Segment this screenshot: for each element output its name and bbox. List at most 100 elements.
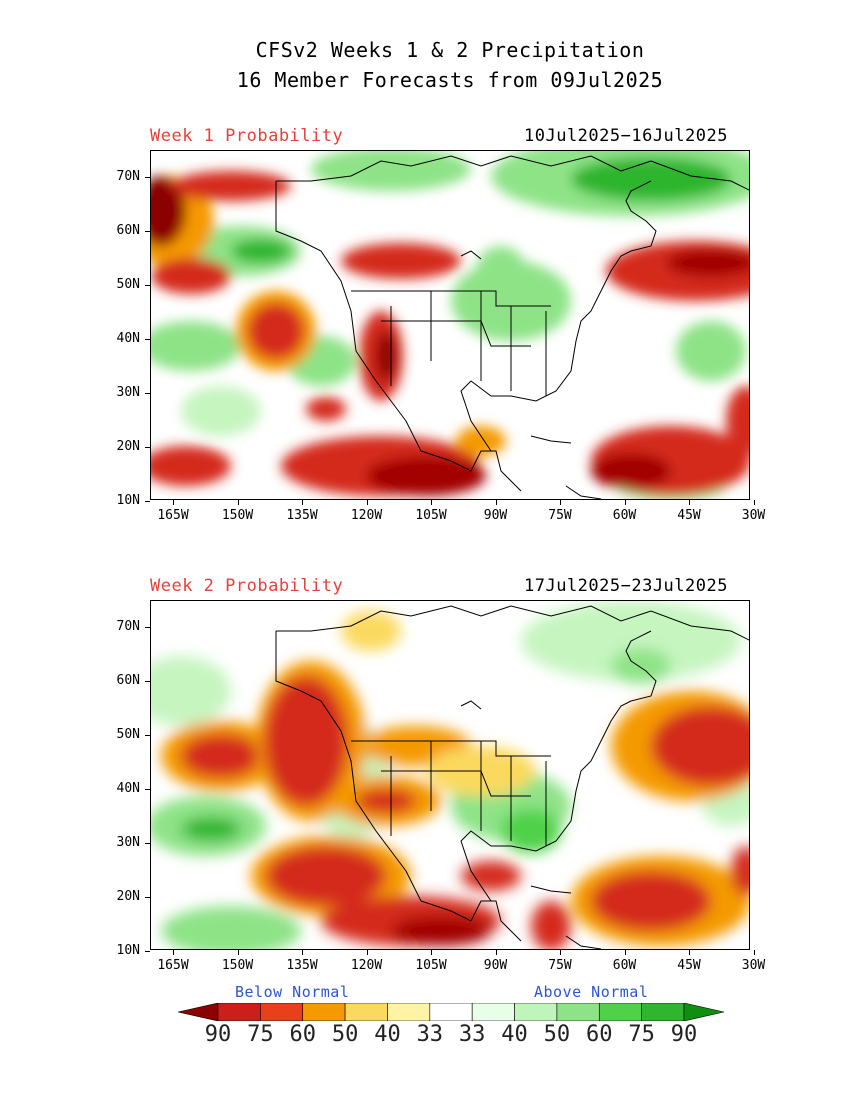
legend-arrow-right: [683, 1003, 724, 1021]
legend-label: 75: [628, 1022, 655, 1047]
lat-tick-mark: [145, 231, 150, 232]
lon-tick-label: 30W: [741, 508, 766, 523]
week2-map: [150, 600, 750, 950]
lat-tick-label: 60N: [116, 223, 140, 238]
lat-tick-mark: [145, 951, 150, 952]
lon-tick-label: 105W: [415, 958, 447, 973]
lon-tick-mark: [431, 500, 432, 505]
lat-tick-label: 70N: [116, 619, 140, 634]
legend-swatch: [471, 1003, 515, 1021]
lon-tick-label: 30W: [741, 958, 766, 973]
lon-tick-mark: [624, 500, 626, 505]
legend-label: 75: [247, 1022, 274, 1047]
lat-tick-label: 30N: [116, 835, 140, 850]
legend-label: 50: [543, 1022, 571, 1047]
lon-tick-label: 45W: [677, 958, 701, 973]
lon-tick-label: 60W: [612, 958, 637, 973]
lon-tick-mark: [366, 950, 368, 955]
lon-tick-mark: [560, 950, 561, 955]
lon-tick-label: 150W: [221, 958, 254, 973]
lon-tick-label: 90W: [483, 958, 508, 973]
lon-tick-label: 105W: [415, 508, 447, 523]
lon-tick-mark: [366, 500, 368, 505]
lon-tick-mark: [173, 950, 174, 955]
lon-tick-mark: [689, 950, 690, 955]
legend-swatch: [260, 1003, 304, 1021]
legend-arrow-left: [178, 1003, 219, 1021]
lat-tick-label: 20N: [116, 889, 140, 904]
legend-swatch: [514, 1003, 558, 1021]
lon-tick-label: 75W: [548, 508, 572, 523]
lon-tick-label: 60W: [612, 508, 637, 523]
lon-tick-mark: [431, 950, 432, 955]
lat-tick-label: 10N: [116, 493, 140, 508]
chart-title-line2: 16 Member Forecasts from 09Jul2025: [236, 68, 664, 92]
lat-tick-label: 60N: [116, 673, 140, 688]
legend-swatch: [344, 1003, 388, 1021]
lon-tick-mark: [237, 500, 239, 505]
lat-tick-mark: [145, 393, 150, 394]
legend-below-title: Below Normal: [235, 983, 350, 1001]
lat-tick-label: 30N: [116, 385, 140, 400]
week1-probability-field: [151, 151, 749, 499]
legend-swatch: [641, 1003, 685, 1021]
legend-swatch: [598, 1003, 642, 1021]
lat-tick-label: 20N: [116, 439, 140, 454]
lat-tick-mark: [145, 627, 150, 628]
lon-tick-label: 135W: [286, 508, 318, 523]
week1-label: Week 1 Probability: [150, 126, 344, 146]
legend-swatch: [387, 1003, 431, 1021]
lat-tick-mark: [145, 447, 150, 448]
lat-tick-mark: [145, 285, 150, 286]
legend-swatch: [302, 1003, 346, 1021]
lat-tick-label: 10N: [116, 943, 140, 958]
week1-map: [150, 150, 750, 500]
legend-label: 33: [416, 1022, 444, 1047]
lon-tick-mark: [495, 500, 497, 505]
lon-tick-label: 75W: [548, 958, 572, 973]
lon-tick-label: 120W: [350, 508, 383, 523]
legend-swatch: [556, 1003, 600, 1021]
chart-title-line1: CFSv2 Weeks 1 & 2 Precipitation: [255, 38, 645, 62]
week2-dates: 17Jul2025−23Jul2025: [524, 576, 728, 596]
lon-tick-mark: [689, 500, 690, 505]
lat-tick-mark: [145, 177, 150, 178]
week2-label: Week 2 Probability: [150, 576, 344, 596]
lat-tick-label: 70N: [116, 169, 140, 184]
legend-label: 40: [501, 1022, 528, 1047]
legend-above-title: Above Normal: [534, 983, 649, 1001]
lon-tick-label: 135W: [286, 958, 318, 973]
lon-tick-mark: [302, 950, 303, 955]
lat-tick-mark: [145, 789, 150, 790]
lon-tick-label: 45W: [677, 508, 701, 523]
legend-label: 60: [586, 1022, 613, 1047]
lat-tick-mark: [145, 735, 150, 736]
legend-label: 90: [670, 1022, 698, 1047]
lon-tick-mark: [173, 500, 174, 505]
legend-label: 90: [204, 1022, 232, 1047]
lat-tick-mark: [145, 339, 150, 340]
lat-tick-mark: [145, 897, 150, 898]
lon-tick-mark: [753, 500, 755, 505]
lon-tick-label: 90W: [483, 508, 508, 523]
lon-tick-mark: [624, 950, 626, 955]
week1-dates: 10Jul2025−16Jul2025: [524, 126, 728, 146]
lon-tick-mark: [495, 950, 497, 955]
legend-label: 33: [458, 1022, 486, 1047]
color-legend-bar: [178, 1003, 724, 1021]
lon-tick-label: 120W: [350, 958, 383, 973]
legend-label: 40: [374, 1022, 401, 1047]
lat-tick-label: 50N: [116, 727, 140, 742]
week2-probability-field: [151, 601, 749, 949]
lon-tick-mark: [560, 500, 561, 505]
lat-tick-mark: [145, 501, 150, 502]
legend-label: 50: [331, 1022, 359, 1047]
lon-tick-label: 165W: [157, 508, 189, 523]
legend-label: 60: [289, 1022, 316, 1047]
lat-tick-mark: [145, 843, 150, 844]
lon-tick-label: 150W: [221, 508, 254, 523]
legend-swatch: [429, 1003, 473, 1021]
lon-tick-mark: [753, 950, 755, 955]
lon-tick-mark: [302, 500, 303, 505]
lon-tick-label: 165W: [157, 958, 189, 973]
